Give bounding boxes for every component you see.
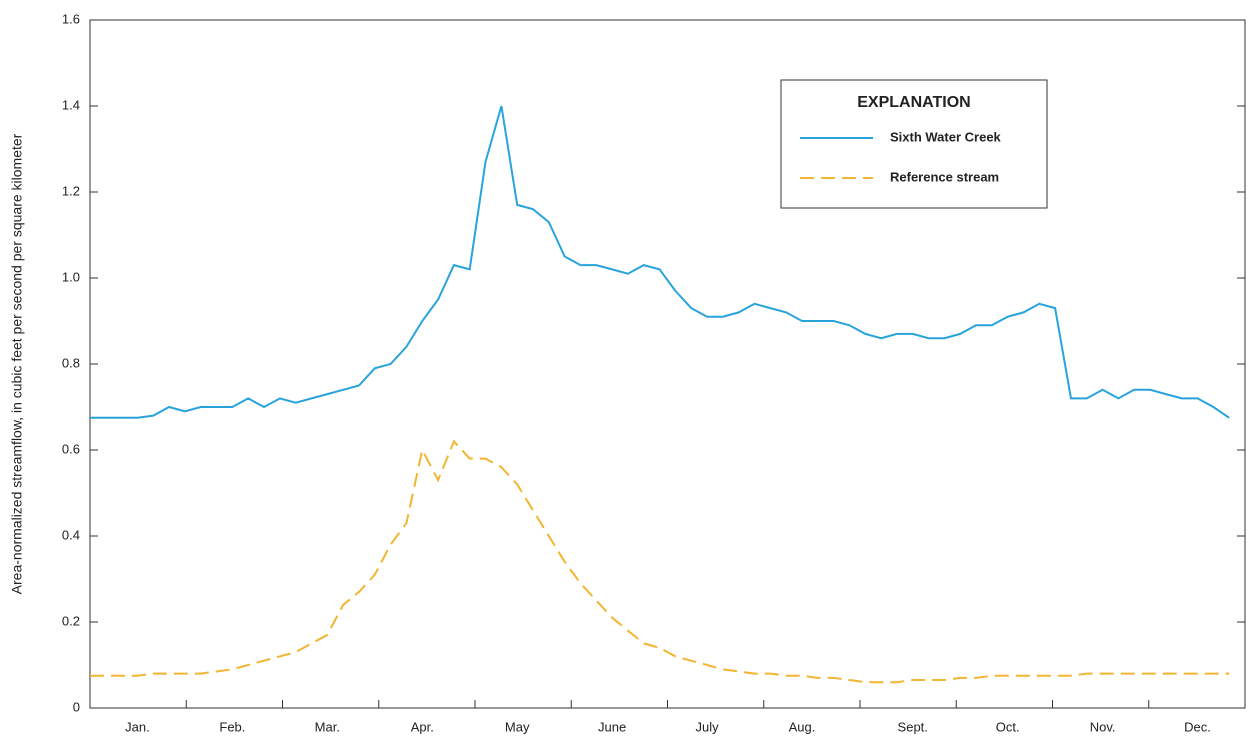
y-tick-label: 0.8 [62,355,80,370]
y-tick-label: 0.6 [62,441,80,456]
y-tick-label: 1.4 [62,97,80,112]
y-tick-label: 1.0 [62,269,80,284]
x-tick-label: Oct. [996,719,1020,734]
legend-box [780,79,1048,209]
legend-label: Reference stream [890,169,999,184]
plot-frame [89,19,1246,709]
x-tick-label: Mar. [315,719,340,734]
y-tick-label: 0.4 [62,527,80,542]
x-tick-label: Apr. [411,719,434,734]
y-axis-label: Area-normalized streamflow, in cubic fee… [9,133,25,594]
x-tick-label: June [598,719,626,734]
y-tick-label: 1.2 [62,183,80,198]
y-tick-label: 0.2 [62,613,80,628]
x-tick-label: Nov. [1090,719,1116,734]
series-line [90,105,1230,419]
y-tick-label: 0 [73,699,80,714]
series-line [90,439,1230,684]
x-tick-label: Jan. [125,719,150,734]
legend-label: Sixth Water Creek [890,129,1002,144]
x-tick-label: Dec. [1184,719,1211,734]
x-tick-label: July [695,719,719,734]
x-tick-label: Aug. [789,719,816,734]
x-tick-label: May [505,719,530,734]
y-tick-label: 1.6 [62,11,80,26]
x-tick-label: Sept. [898,719,928,734]
legend-title: EXPLANATION [857,94,970,111]
x-tick-label: Feb. [219,719,245,734]
